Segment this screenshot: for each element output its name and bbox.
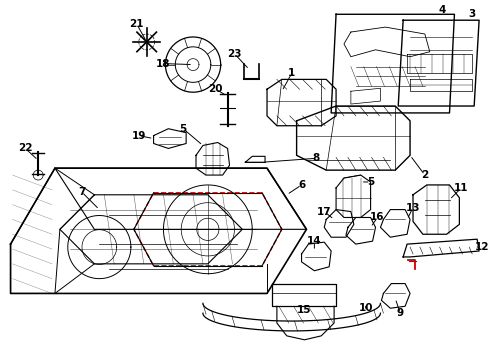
Text: 12: 12 bbox=[474, 242, 488, 252]
Text: 13: 13 bbox=[405, 203, 419, 213]
Text: 5: 5 bbox=[366, 177, 373, 187]
Text: 11: 11 bbox=[453, 183, 468, 193]
Text: 21: 21 bbox=[129, 19, 144, 29]
Text: 9: 9 bbox=[396, 308, 403, 318]
Text: 15: 15 bbox=[297, 305, 311, 315]
Text: 17: 17 bbox=[316, 207, 331, 217]
Text: 2: 2 bbox=[420, 170, 427, 180]
Text: 4: 4 bbox=[438, 5, 446, 15]
Text: 10: 10 bbox=[358, 303, 372, 313]
Text: 3: 3 bbox=[468, 9, 475, 19]
Text: 16: 16 bbox=[369, 212, 384, 222]
Text: 8: 8 bbox=[312, 153, 319, 163]
Text: 18: 18 bbox=[156, 59, 170, 69]
Text: 14: 14 bbox=[306, 236, 321, 246]
Text: 1: 1 bbox=[287, 68, 295, 78]
Text: 5: 5 bbox=[179, 124, 186, 134]
Text: 7: 7 bbox=[78, 187, 85, 197]
Text: 19: 19 bbox=[131, 131, 146, 141]
Text: 23: 23 bbox=[227, 49, 241, 59]
Text: 6: 6 bbox=[297, 180, 305, 190]
Text: 20: 20 bbox=[208, 84, 223, 94]
Text: 22: 22 bbox=[18, 143, 33, 153]
